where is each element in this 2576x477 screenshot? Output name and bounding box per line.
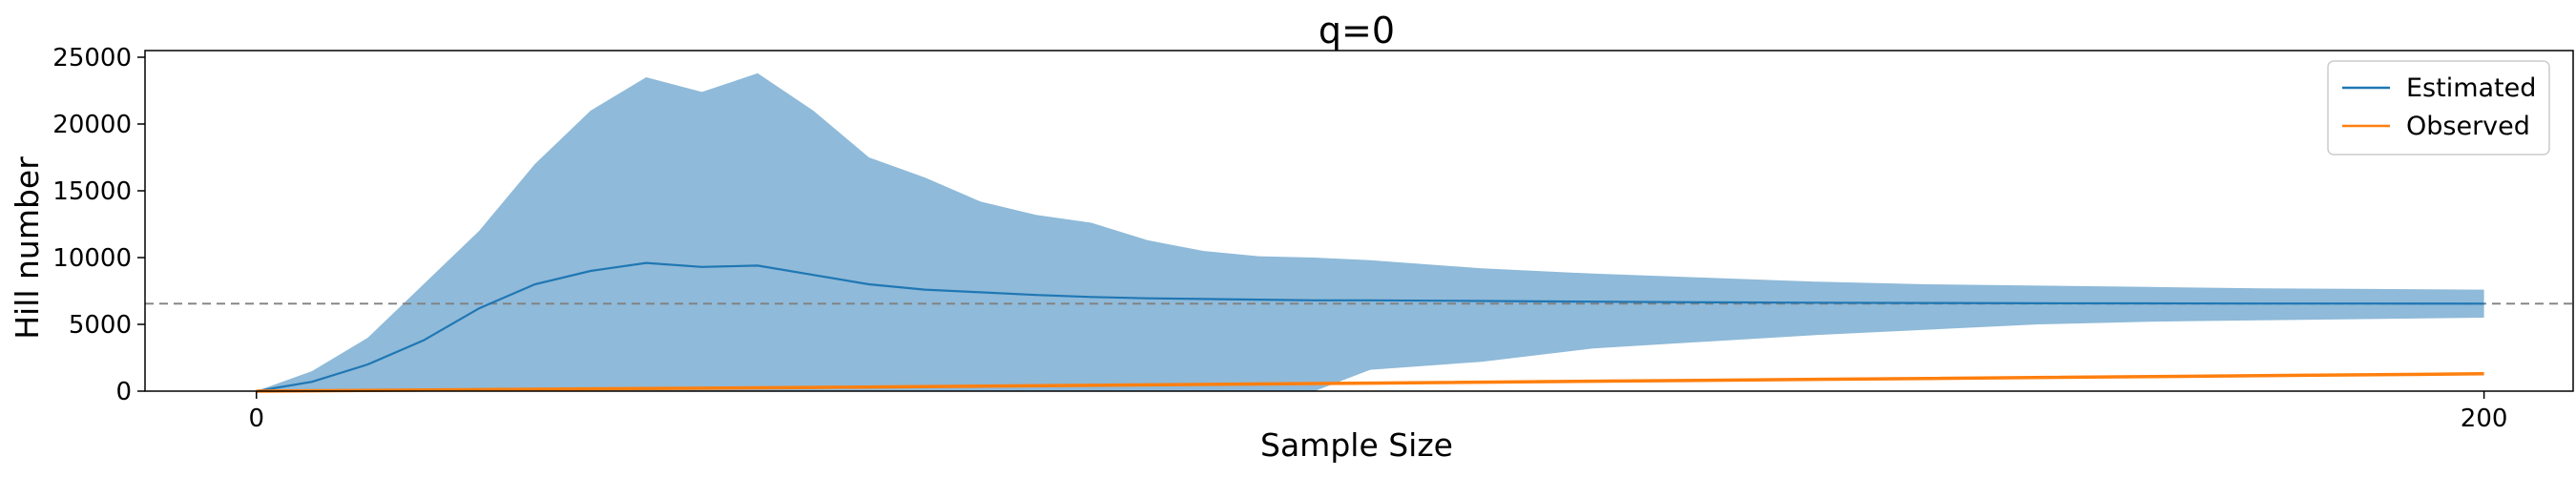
y-axis: 0 5000 10000 15000 20000 25000 [52, 44, 145, 406]
series-line-estimated [256, 261, 2484, 393]
x-axis: 0 200 [248, 391, 2507, 433]
series-line-observed [256, 372, 2484, 393]
plot-frame [144, 50, 2574, 392]
chart-title: q=0 [1319, 10, 1395, 52]
y-tick-label: 5000 [69, 311, 132, 340]
y-axis-label: Hill number [9, 156, 46, 340]
y-tick-label: 25000 [52, 44, 132, 73]
x-tick-label: 0 [248, 404, 264, 433]
legend-label-estimated: Estimated [2406, 73, 2536, 103]
plot-area [145, 73, 2573, 393]
legend: Estimated Observed [2327, 60, 2550, 156]
y-tick-label: 10000 [52, 244, 132, 273]
legend-label-observed: Observed [2406, 112, 2530, 141]
y-tick-label: 15000 [52, 177, 132, 206]
y-tick-label: 0 [115, 378, 132, 406]
y-tick-label: 20000 [52, 111, 132, 139]
x-axis-label: Sample Size [1260, 426, 1453, 464]
legend-frame [2327, 60, 2550, 156]
x-tick-label: 200 [2461, 404, 2508, 433]
estimated-confidence-band [256, 73, 2484, 392]
